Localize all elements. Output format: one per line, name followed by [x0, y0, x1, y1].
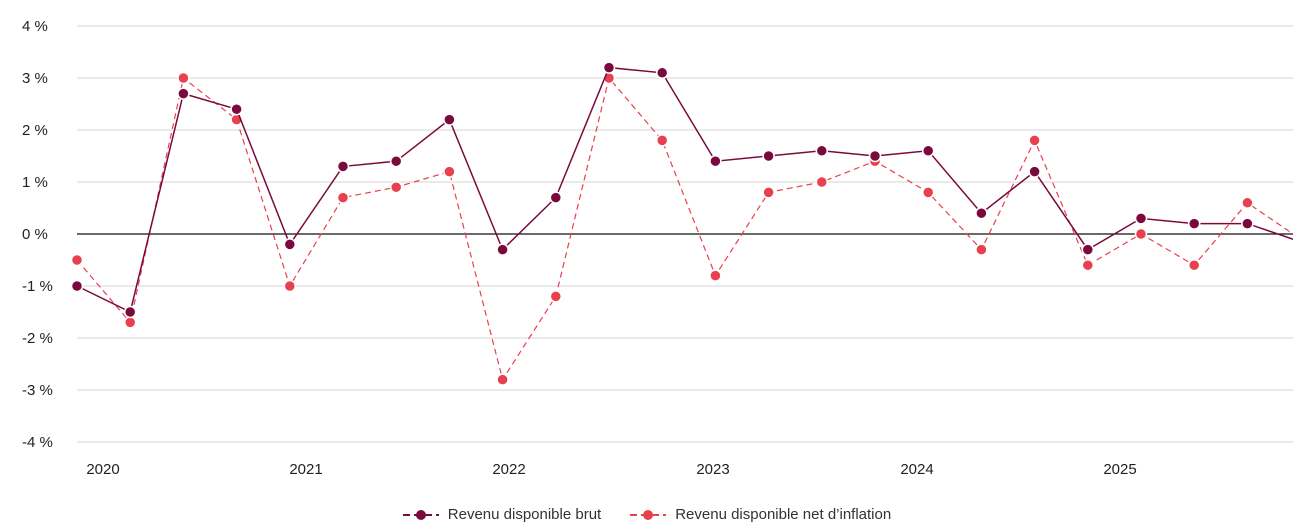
data-point[interactable] [123, 316, 137, 329]
data-point[interactable] [815, 175, 829, 189]
y-tick-labels: 4 % 3 % 2 % 1 % 0 % -1 % -2 % -3 % -4 % [22, 18, 53, 451]
data-point[interactable] [762, 186, 775, 199]
grid-layer [77, 25, 1293, 443]
data-point[interactable] [975, 206, 988, 220]
x-tick-label: 2025 [1103, 461, 1136, 478]
legend-swatch-brut [402, 509, 439, 520]
legend-item-brut[interactable]: Revenu disponible brut [402, 506, 601, 523]
series-layer [70, 61, 1293, 386]
y-tick-label: -3 % [22, 382, 53, 399]
x-tick-labels: 2020 2021 2022 2023 2024 2025 [86, 461, 1136, 478]
data-point[interactable] [1028, 134, 1041, 147]
y-tick-label: 3 % [22, 70, 48, 87]
data-point[interactable] [283, 279, 297, 293]
data-point[interactable] [762, 149, 775, 163]
data-point[interactable] [709, 269, 722, 282]
series-line [76, 66, 1293, 314]
data-point[interactable] [70, 253, 84, 267]
data-point[interactable] [921, 144, 935, 158]
data-point[interactable] [549, 191, 563, 204]
data-point[interactable] [1241, 217, 1254, 230]
series-1 [70, 71, 1293, 386]
data-point[interactable] [868, 149, 882, 163]
data-point[interactable] [1134, 212, 1148, 225]
data-point[interactable] [815, 144, 829, 158]
y-tick-label: 4 % [22, 18, 48, 35]
y-tick-label: 2 % [22, 122, 48, 139]
data-point[interactable] [602, 61, 616, 74]
data-point[interactable] [709, 154, 722, 168]
data-point[interactable] [230, 102, 243, 116]
series-line [76, 76, 1293, 382]
x-tick-label: 2020 [86, 461, 119, 478]
data-point[interactable] [975, 243, 988, 256]
data-point[interactable] [496, 373, 509, 386]
data-point[interactable] [1134, 227, 1148, 241]
x-tick-label: 2021 [289, 461, 322, 478]
x-tick-label: 2023 [696, 461, 729, 478]
legend-item-net[interactable]: Revenu disponible net d’inflation [629, 506, 891, 523]
data-point[interactable] [177, 71, 190, 85]
data-point[interactable] [549, 290, 563, 303]
y-tick-label: 0 % [22, 226, 48, 243]
y-tick-label: 1 % [22, 174, 48, 191]
data-point[interactable] [655, 134, 669, 147]
y-tick-label: -1 % [22, 278, 53, 295]
legend-swatch-net [630, 509, 667, 520]
data-point[interactable] [1187, 217, 1201, 230]
data-point[interactable] [177, 87, 190, 100]
legend-label-net: Revenu disponible net d’inflation [675, 506, 892, 523]
data-point[interactable] [496, 243, 509, 256]
data-point[interactable] [336, 191, 350, 204]
data-point[interactable] [389, 154, 403, 168]
data-point[interactable] [389, 180, 403, 194]
data-point[interactable] [655, 66, 669, 80]
x-tick-label: 2024 [900, 461, 933, 478]
data-point[interactable] [443, 165, 456, 178]
data-point[interactable] [123, 305, 137, 319]
series-0 [70, 61, 1293, 319]
data-point[interactable] [1028, 165, 1041, 178]
data-point[interactable] [1187, 258, 1201, 272]
data-point[interactable] [70, 279, 84, 293]
data-point[interactable] [443, 113, 456, 126]
legend: Revenu disponible brut Revenu disponible… [0, 506, 1293, 523]
y-tick-label: -4 % [22, 434, 53, 451]
data-point[interactable] [1081, 243, 1095, 256]
data-point[interactable] [1241, 196, 1254, 210]
legend-label-brut: Revenu disponible brut [447, 506, 602, 523]
data-point[interactable] [336, 160, 350, 173]
y-tick-label: -2 % [22, 330, 53, 347]
x-tick-label: 2022 [492, 461, 525, 478]
data-point[interactable] [1081, 258, 1095, 272]
data-point[interactable] [921, 186, 935, 199]
data-point[interactable] [283, 238, 297, 251]
